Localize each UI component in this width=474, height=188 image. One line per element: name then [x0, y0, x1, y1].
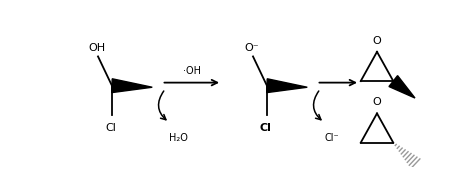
Text: O⁻: O⁻	[244, 43, 259, 53]
Polygon shape	[389, 76, 415, 98]
Polygon shape	[267, 79, 307, 93]
Text: ·OH: ·OH	[183, 67, 201, 77]
Text: Cl: Cl	[105, 123, 116, 133]
Polygon shape	[112, 79, 152, 93]
Text: O: O	[373, 36, 382, 46]
Text: Cl⁻: Cl⁻	[325, 133, 339, 143]
Text: Cl: Cl	[259, 123, 271, 133]
Text: H₂O: H₂O	[169, 133, 188, 143]
Text: OH: OH	[88, 43, 105, 53]
Text: O: O	[373, 97, 382, 107]
